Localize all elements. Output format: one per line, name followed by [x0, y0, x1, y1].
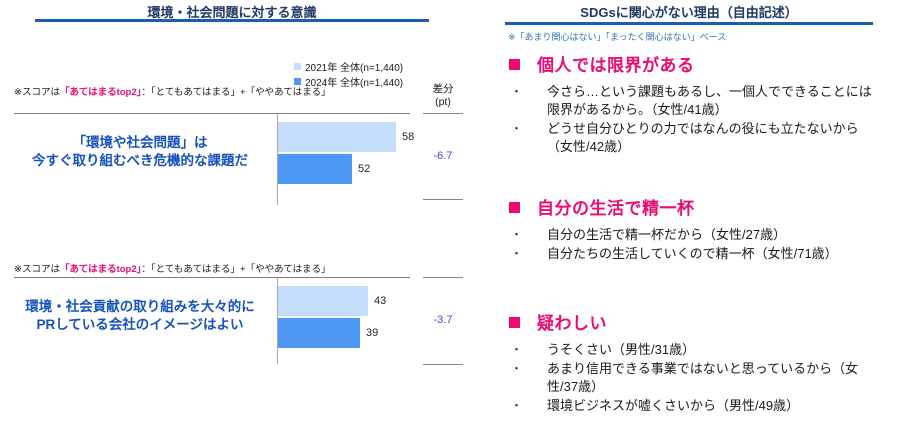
quote-text: 環境ビジネスが嘘くさいから（男性/49歳）: [547, 398, 800, 413]
quote-item: ・ 自分の生活で精一杯だから（女性/27歳）: [505, 226, 895, 244]
quote-text: 自分たちの生活していくので精一杯（女性/71歳）: [547, 246, 838, 261]
score-note-suffix: ：「とてもあてはまる」+「ややあてはまる」: [141, 264, 331, 275]
section-heading-text: 疑わしい: [537, 314, 607, 333]
diff-bottom-line: [423, 364, 463, 365]
bullet-icon: ・: [511, 344, 522, 356]
bar-value-label: 43: [374, 295, 387, 307]
bar-value-label: 52: [358, 163, 371, 175]
quote-list: ・自分の生活で精一杯だから（女性/27歳）・自分たちの生活していくので精一杯（女…: [505, 226, 895, 263]
score-note-2: ※スコアは「あてはまるtop2」：「とてもあてはまる」+「ややあてはまる」: [14, 261, 331, 275]
quote-list: ・うそくさい（男性/31歳）・あまり信用できる事業ではないと思っているから（女性…: [505, 341, 895, 415]
bullet-icon: ・: [511, 229, 522, 241]
quote-item: ・ うそくさい（男性/31歳）: [505, 341, 895, 359]
diff-top-line: [423, 277, 463, 278]
bar-2021: [278, 122, 396, 152]
base-note: ※「あまり関心はない」「まったく関心はない」ベース: [508, 32, 727, 42]
chart-top-line: [14, 113, 410, 114]
section-heading: 個人では限界がある: [505, 51, 895, 76]
bullet-icon: ・: [511, 248, 522, 260]
score-note-highlight: 「あてはまるtop2」: [59, 87, 142, 98]
diff-bottom-line: [423, 199, 463, 200]
bar-value-label: 39: [366, 327, 379, 339]
chart-legend: 2021年 全体(n=1,440) 2024年 全体(n=1,440): [294, 59, 403, 89]
bullet-icon: ・: [511, 400, 522, 412]
chart-top-line: [14, 277, 410, 278]
chart-label-line: 環境・社会貢献の取り組みを大々的に: [25, 299, 255, 314]
square-bullet-icon: [509, 316, 520, 328]
quote-item: ・ どうせ自分ひとりの力ではなんの役にも立たないから（女性/42歳）: [505, 120, 895, 156]
quote-item: ・ 自分たちの生活していくので精一杯（女性/71歳）: [505, 245, 895, 263]
section-heading-text: 自分の生活で精一杯: [537, 199, 695, 218]
quote-item: ・ 環境ビジネスが嘘くさいから（男性/49歳）: [505, 397, 895, 415]
score-note-prefix: ※スコアは: [14, 87, 60, 98]
quote-text: あまり信用できる事業ではないと思っているから（女性/37歳）: [547, 361, 859, 394]
chart-label-line: 今すぐ取り組むべき危機的な課題だ: [32, 153, 248, 168]
left-panel-title: 環境・社会問題に対する意識: [147, 5, 317, 20]
sections: 個人では限界がある・ 今さら…という課題もあるし、一個人でできることには限界がある…: [505, 51, 895, 429]
bullet-icon: ・: [511, 86, 522, 98]
square-bullet-icon: [509, 58, 520, 70]
score-note-1: ※スコアは「あてはまるtop2」：「とてもあてはまる」+「ややあてはまる」: [14, 84, 331, 98]
reason-section-3: 疑わしい・うそくさい（男性/31歳）・あまり信用できる事業ではないと思っているか…: [505, 309, 895, 415]
section-heading-text: 個人では限界がある: [537, 56, 695, 75]
legend-swatch-icon: [294, 63, 301, 70]
legend-label: 2021年 全体(n=1,440): [305, 63, 404, 74]
quote-text: 自分の生活で精一杯だから（女性/27歳）: [547, 227, 787, 242]
reason-section-2: 自分の生活で精一杯・自分の生活で精一杯だから（女性/27歳）・自分たちの生活して…: [505, 194, 895, 263]
chart-category-label: 「環境や社会問題」は今すぐ取り組むべき危機的な課題だ: [14, 134, 266, 170]
bar-2021: [278, 286, 368, 316]
bullet-icon: ・: [511, 363, 522, 375]
bar-2024: [278, 318, 360, 348]
quote-text: うそくさい（男性/31歳）: [547, 342, 696, 357]
diff-value: -3.7: [433, 314, 453, 326]
diff-header-line2: (pt): [435, 96, 451, 108]
chart-category-label: 環境・社会貢献の取り組みを大々的に PRしている会社のイメージはよい: [14, 298, 266, 334]
right-title-underline: [505, 22, 873, 25]
chart-axis-line: [277, 278, 278, 364]
legend-item-2024: 2024年 全体(n=1,440): [294, 74, 403, 89]
quote-item: ・ 今さら…という課題もあるし、一個人でできることには限界があるから。（女性/41…: [505, 83, 895, 119]
section-heading: 疑わしい: [505, 309, 895, 334]
bar-chart-2: 環境・社会貢献の取り組みを大々的に PRしている会社のイメージはよい 43 39 -…: [14, 277, 464, 365]
reason-section-1: 個人では限界がある・ 今さら…という課題もあるし、一個人でできることには限界がある…: [505, 51, 895, 156]
score-note-prefix: ※スコアは: [14, 264, 60, 275]
quote-text: 今さら…という課題もあるし、一個人でできることには限界があるから。（女性/41歳…: [547, 84, 872, 117]
quote-item: ・ あまり信用できる事業ではないと思っているから（女性/37歳）: [505, 360, 895, 396]
bar-value-label: 58: [402, 131, 415, 143]
score-note-suffix: ：「とてもあてはまる」+「ややあてはまる」: [141, 87, 331, 98]
diff-top-line: [423, 113, 463, 114]
quote-text: どうせ自分ひとりの力ではなんの役にも立たないから（女性/42歳）: [547, 121, 859, 154]
square-bullet-icon: [509, 201, 520, 213]
diff-column-header: 差分 (pt): [423, 83, 463, 109]
bar-chart-1: 「環境や社会問題」は今すぐ取り組むべき危機的な課題だ 58 52 -6.7: [14, 113, 464, 205]
quote-list: ・ 今さら…という課題もあるし、一個人でできることには限界があるから。（女性/41…: [505, 83, 895, 156]
legend-label: 2024年 全体(n=1,440): [305, 78, 404, 89]
chart-label-line: 「環境や社会問題」は: [72, 135, 208, 150]
bar-2024: [278, 154, 352, 184]
chart-axis-line: [277, 114, 278, 205]
diff-header-line1: 差分: [432, 83, 454, 95]
section-heading: 自分の生活で精一杯: [505, 194, 895, 219]
diff-value: -6.7: [433, 150, 453, 162]
left-title-underline: [35, 19, 429, 22]
legend-item-2021: 2021年 全体(n=1,440): [294, 59, 403, 74]
chart-label-line: PRしている会社のイメージはよい: [36, 317, 244, 332]
score-note-highlight: 「あてはまるtop2」: [59, 264, 142, 275]
right-panel-title: SDGsに関心がない理由（自由記述）: [580, 5, 798, 20]
legend-swatch-icon: [294, 78, 301, 85]
bullet-icon: ・: [511, 123, 522, 135]
